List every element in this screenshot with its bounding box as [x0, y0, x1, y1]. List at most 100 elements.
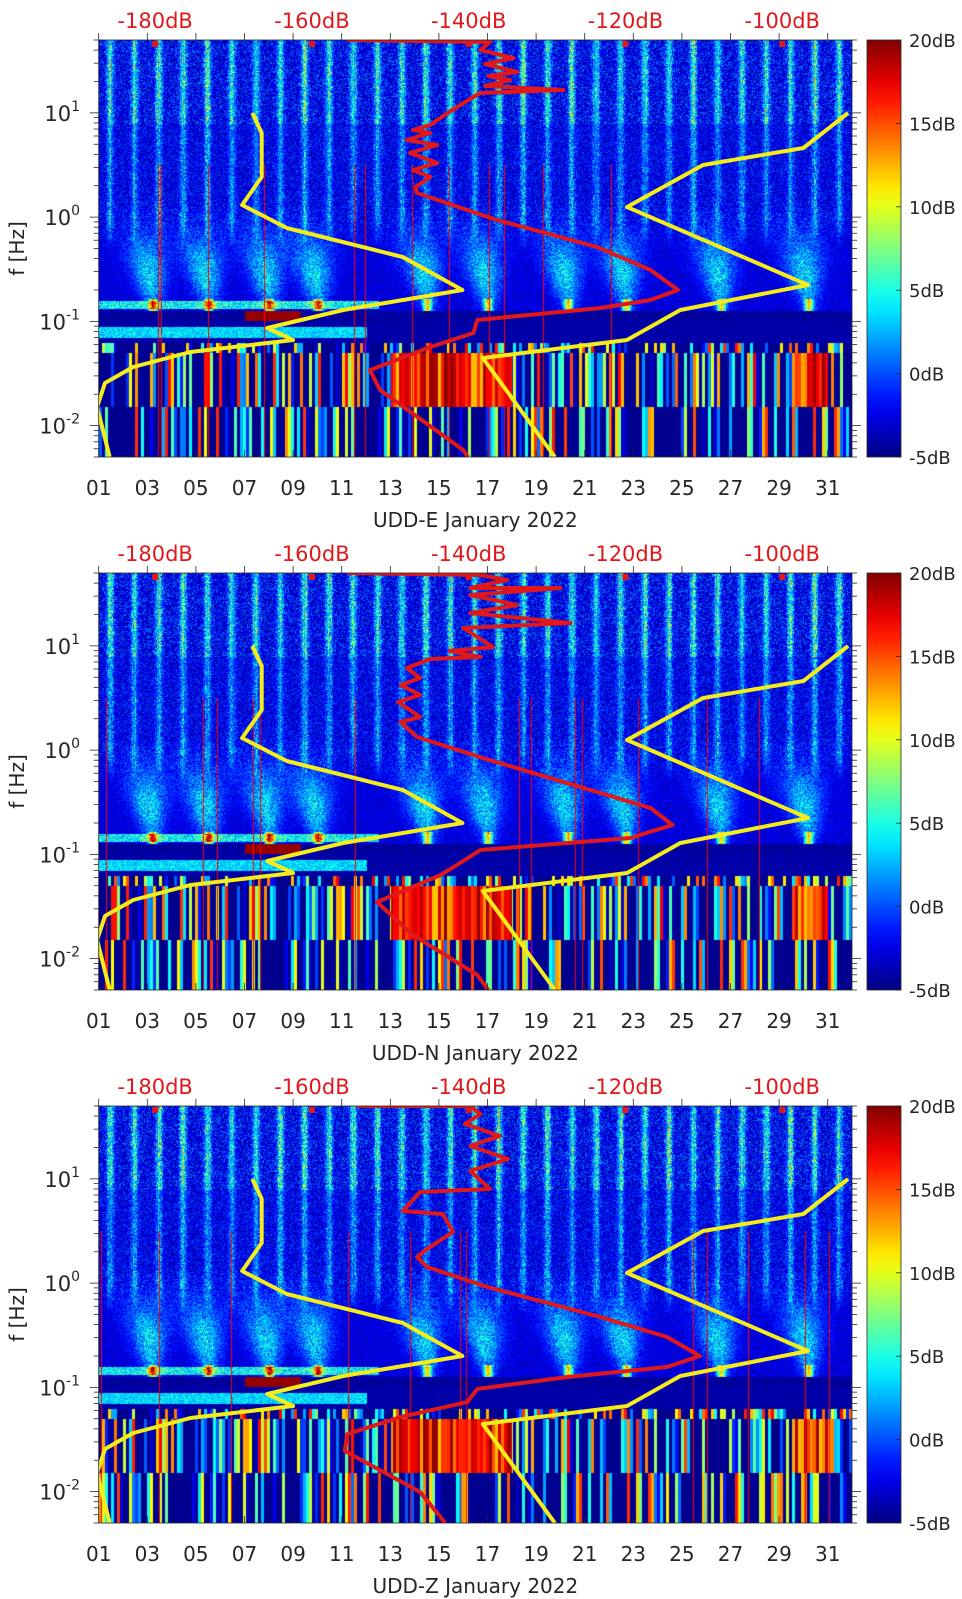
colorbar-tick-label: 20dB	[909, 564, 956, 585]
x-tick-label: 21	[572, 1009, 597, 1033]
x-tick-label: 23	[621, 476, 646, 500]
x-tick-label: 27	[718, 476, 743, 500]
x-tick-label: 29	[766, 1542, 791, 1566]
x-tick-label: 23	[621, 1009, 646, 1033]
x-tick-label: 11	[329, 1542, 354, 1566]
plot-axes: 101 100 10-1 10-2 f [Hz] 01 03 05 07 09 11 13 15 17 19…	[5, 9, 956, 532]
x-tick-label: 19	[523, 1009, 548, 1033]
top-db-marker	[152, 41, 159, 47]
noise-model-low-curve	[98, 645, 465, 990]
psd-curve-red	[347, 40, 680, 457]
colorbar-tick-label: 5dB	[909, 281, 944, 302]
top-db-label: -160dB	[274, 9, 349, 33]
top-db-label: -140dB	[431, 542, 506, 566]
top-db-marker	[152, 1107, 159, 1113]
x-tick-label: 11	[329, 1009, 354, 1033]
top-db-marker	[779, 1107, 786, 1113]
y-tick-label: 10-1	[39, 840, 80, 867]
x-tick-label: 27	[718, 1542, 743, 1566]
top-db-marker	[308, 574, 315, 580]
psd-curve-red	[347, 573, 675, 990]
x-tick-label: 07	[232, 1009, 257, 1033]
top-db-marker	[465, 41, 472, 47]
top-db-marker	[622, 41, 629, 47]
noise-model-low-curve	[98, 112, 465, 457]
top-db-marker	[465, 1107, 472, 1113]
noise-model-high-curve	[480, 1177, 850, 1523]
plot-frame	[98, 39, 853, 458]
top-db-label: -120dB	[588, 1075, 663, 1099]
colorbar-tick-label: 0dB	[909, 898, 944, 919]
x-tick-label: 25	[669, 476, 694, 500]
colorbar-tick-label: 0dB	[909, 1431, 944, 1452]
spectrogram-panel: 101 100 10-1 10-2 f [Hz] 01 03 05 07 09 11 13 15 17 19…	[0, 533, 962, 1066]
psd-curve-red	[342, 1106, 702, 1523]
colorbar-tick-label: 10dB	[909, 1264, 956, 1285]
x-tick-label: 03	[135, 1009, 160, 1033]
x-tick-label: 25	[669, 1542, 694, 1566]
x-tick-label: 19	[523, 476, 548, 500]
x-tick-label: 15	[426, 1009, 451, 1033]
y-tick-label: 10-1	[39, 307, 80, 334]
top-db-label: -120dB	[588, 9, 663, 33]
top-db-label: -160dB	[274, 542, 349, 566]
x-tick-label: 17	[475, 476, 500, 500]
top-db-marker	[622, 1107, 629, 1113]
x-axis-label: UDD-N January 2022	[372, 1041, 579, 1065]
top-db-marker	[779, 574, 786, 580]
y-tick-label: 100	[44, 1269, 80, 1296]
x-tick-label: 05	[183, 1009, 208, 1033]
colorbar-tick-label: -5dB	[909, 448, 951, 469]
colorbar-tick-label: 15dB	[909, 1180, 956, 1201]
x-tick-label: 01	[86, 1009, 111, 1033]
colorbar	[866, 572, 902, 991]
x-tick-label: 05	[183, 476, 208, 500]
top-db-label: -140dB	[431, 9, 506, 33]
y-tick-label: 101	[44, 1165, 80, 1192]
top-db-marker	[779, 41, 786, 47]
x-tick-label: 27	[718, 1009, 743, 1033]
top-db-marker	[308, 41, 315, 47]
top-db-label: -100dB	[745, 542, 820, 566]
top-db-marker	[308, 1107, 315, 1113]
y-axis-label: f [Hz]	[5, 221, 29, 276]
y-tick-label: 10-2	[39, 412, 80, 439]
plot-axes: 101 100 10-1 10-2 f [Hz] 01 03 05 07 09 11 13 15 17 19…	[5, 1075, 956, 1598]
x-tick-label: 09	[280, 476, 305, 500]
x-axis-label: UDD-E January 2022	[373, 508, 578, 532]
colorbar-tick-label: 20dB	[909, 1097, 956, 1118]
x-tick-label: 03	[135, 1542, 160, 1566]
top-db-label: -180dB	[117, 9, 192, 33]
top-db-marker	[622, 574, 629, 580]
x-tick-label: 29	[766, 1009, 791, 1033]
spectrogram-panel: 101 100 10-1 10-2 f [Hz] 01 03 05 07 09 11 13 15 17 19…	[0, 0, 962, 533]
x-tick-label: 01	[86, 1542, 111, 1566]
x-tick-label: 09	[280, 1542, 305, 1566]
x-tick-label: 25	[669, 1009, 694, 1033]
y-axis-label: f [Hz]	[5, 1287, 29, 1342]
spectrogram-panel: 101 100 10-1 10-2 f [Hz] 01 03 05 07 09 11 13 15 17 19…	[0, 1066, 962, 1599]
y-tick-label: 101	[44, 99, 80, 126]
noise-model-low-curve	[98, 1178, 465, 1523]
noise-model-high-curve	[480, 111, 850, 457]
top-db-label: -100dB	[745, 9, 820, 33]
x-tick-label: 31	[815, 1542, 840, 1566]
x-axis-label: UDD-Z January 2022	[372, 1574, 578, 1598]
y-tick-label: 10-1	[39, 1373, 80, 1400]
colorbar-tick-label: 10dB	[909, 198, 956, 219]
x-tick-label: 13	[378, 1542, 403, 1566]
y-tick-label: 101	[44, 632, 80, 659]
top-db-marker	[152, 574, 159, 580]
top-db-label: -100dB	[745, 1075, 820, 1099]
x-tick-label: 07	[232, 1542, 257, 1566]
colorbar-tick-label: 5dB	[909, 1347, 944, 1368]
x-tick-label: 15	[426, 1542, 451, 1566]
y-axis-label: f [Hz]	[5, 754, 29, 809]
colorbar-tick-label: 20dB	[909, 31, 956, 52]
colorbar-tick-label: 15dB	[909, 114, 956, 135]
colorbar-tick-label: 5dB	[909, 814, 944, 835]
top-db-label: -140dB	[431, 1075, 506, 1099]
x-tick-label: 01	[86, 476, 111, 500]
colorbar	[866, 1105, 902, 1524]
y-tick-label: 10-2	[39, 945, 80, 972]
